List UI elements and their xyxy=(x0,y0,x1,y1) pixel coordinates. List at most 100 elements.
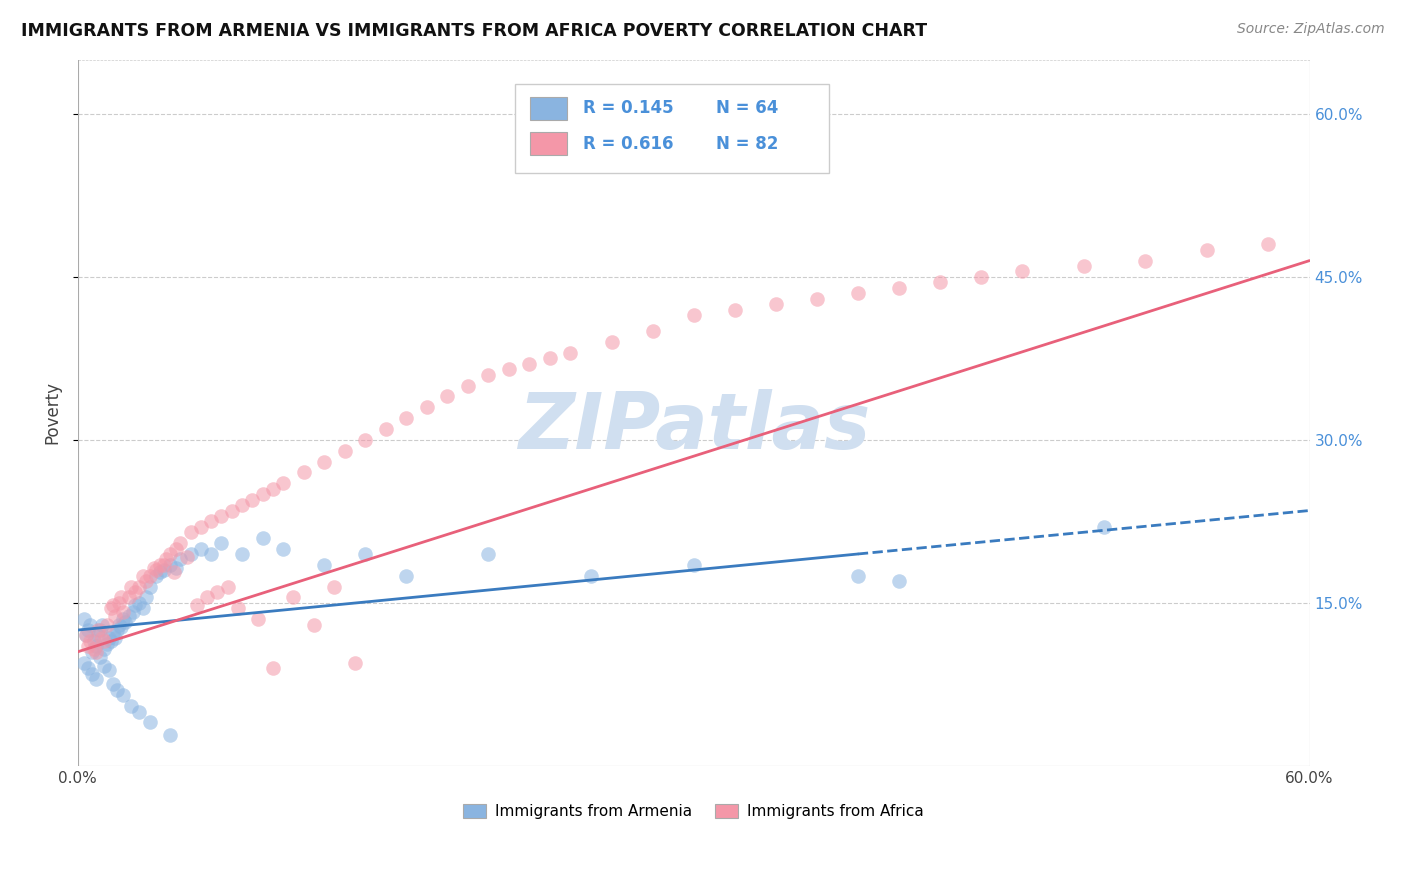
Point xyxy=(111,612,134,626)
Bar xyxy=(530,132,567,155)
Point xyxy=(104,631,127,645)
Point xyxy=(314,558,336,572)
Point xyxy=(262,482,284,496)
Point xyxy=(190,520,212,534)
Point xyxy=(84,640,107,654)
Point xyxy=(124,585,146,599)
Text: R = 0.145: R = 0.145 xyxy=(583,99,673,118)
Point xyxy=(83,641,105,656)
Point xyxy=(252,487,274,501)
Point xyxy=(75,628,97,642)
Point xyxy=(149,558,172,572)
Point xyxy=(240,492,263,507)
Point xyxy=(262,661,284,675)
Point xyxy=(180,547,202,561)
Point xyxy=(97,663,120,677)
Point xyxy=(217,580,239,594)
Point xyxy=(100,601,122,615)
Point xyxy=(138,568,160,582)
Text: N = 64: N = 64 xyxy=(716,99,778,118)
Point xyxy=(724,302,747,317)
Point xyxy=(477,547,499,561)
Point xyxy=(186,598,208,612)
Text: N = 82: N = 82 xyxy=(716,135,778,153)
Point xyxy=(302,617,325,632)
Point xyxy=(165,561,187,575)
Text: IMMIGRANTS FROM ARMENIA VS IMMIGRANTS FROM AFRICA POVERTY CORRELATION CHART: IMMIGRANTS FROM ARMENIA VS IMMIGRANTS FR… xyxy=(21,22,927,40)
Point xyxy=(970,269,993,284)
Point xyxy=(221,503,243,517)
Point xyxy=(145,563,167,577)
Point xyxy=(100,634,122,648)
Point xyxy=(101,677,124,691)
Point xyxy=(110,620,132,634)
Point xyxy=(82,666,104,681)
Point xyxy=(142,561,165,575)
Point xyxy=(887,574,910,589)
Point xyxy=(108,596,131,610)
Point xyxy=(887,281,910,295)
Point xyxy=(560,346,582,360)
Point xyxy=(128,705,150,719)
Point xyxy=(73,612,96,626)
Point xyxy=(765,297,787,311)
Point xyxy=(155,552,177,566)
Point xyxy=(271,476,294,491)
Point xyxy=(169,552,191,566)
FancyBboxPatch shape xyxy=(515,85,830,173)
Point xyxy=(73,656,96,670)
Point xyxy=(93,659,115,673)
Point xyxy=(200,547,222,561)
Point xyxy=(120,699,142,714)
Point xyxy=(211,536,233,550)
Point xyxy=(846,286,869,301)
Point xyxy=(118,608,141,623)
Point xyxy=(247,612,270,626)
Point xyxy=(231,547,253,561)
Point xyxy=(111,605,134,619)
Point xyxy=(190,541,212,556)
Point xyxy=(354,547,377,561)
Point xyxy=(93,641,115,656)
Text: Source: ZipAtlas.com: Source: ZipAtlas.com xyxy=(1237,22,1385,37)
Point xyxy=(128,596,150,610)
Point xyxy=(77,640,100,654)
Point xyxy=(226,601,249,615)
Point xyxy=(108,617,131,632)
Point xyxy=(354,433,377,447)
Point xyxy=(82,645,104,659)
Point xyxy=(101,598,124,612)
Point xyxy=(97,631,120,645)
Point xyxy=(457,378,479,392)
Point xyxy=(149,566,172,580)
Point xyxy=(111,688,134,702)
Point xyxy=(89,623,111,637)
Point xyxy=(283,591,305,605)
Point xyxy=(87,623,110,637)
Point xyxy=(292,466,315,480)
Point xyxy=(91,631,114,645)
Point xyxy=(91,617,114,632)
Point xyxy=(395,568,418,582)
Point xyxy=(498,362,520,376)
Point xyxy=(132,601,155,615)
Point xyxy=(89,650,111,665)
Point xyxy=(1011,264,1033,278)
Point xyxy=(333,443,356,458)
Point xyxy=(323,580,346,594)
Point xyxy=(159,728,181,742)
Point xyxy=(195,591,218,605)
Point xyxy=(682,308,704,322)
Point xyxy=(180,525,202,540)
Point xyxy=(87,628,110,642)
Point xyxy=(163,566,186,580)
Point xyxy=(159,547,181,561)
Point xyxy=(124,598,146,612)
Point xyxy=(1073,259,1095,273)
Point xyxy=(145,568,167,582)
Text: ZIPatlas: ZIPatlas xyxy=(517,389,870,465)
Point xyxy=(110,591,132,605)
Point xyxy=(120,580,142,594)
Point xyxy=(231,498,253,512)
Point xyxy=(1195,243,1218,257)
